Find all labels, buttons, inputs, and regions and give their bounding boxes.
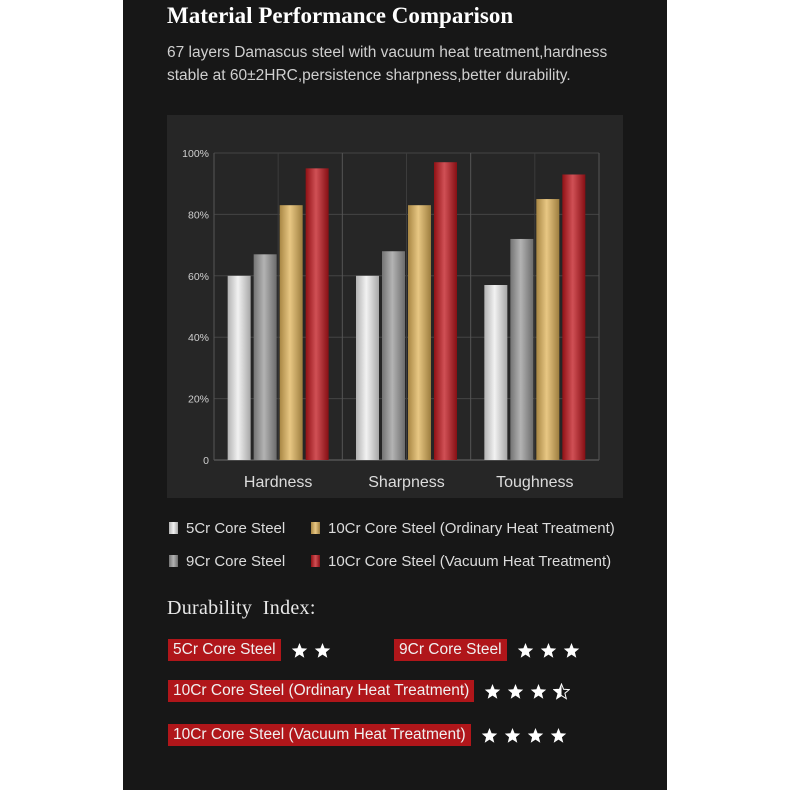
- star-icon: [540, 642, 556, 658]
- bar-toughness-1: [484, 285, 508, 460]
- legend-item-9cr: 9Cr Core Steel: [169, 551, 285, 571]
- star-icon: [314, 642, 330, 658]
- durability-label: 9Cr Core Steel: [394, 639, 507, 661]
- y-tick-label: 100%: [182, 148, 209, 160]
- star-rating: [481, 727, 573, 744]
- legend-item-5cr: 5Cr Core Steel: [169, 518, 285, 538]
- legend-item-10cr-ordinary: 10Cr Core Steel (Ordinary Heat Treatment…: [311, 518, 615, 538]
- y-tick-label: 40%: [188, 332, 209, 344]
- star-icon: [291, 642, 307, 658]
- legend-label: 5Cr Core Steel: [186, 519, 286, 537]
- bar-sharpness-1: [356, 275, 379, 460]
- durability-row-10cr-ordinary: 10Cr Core Steel (Ordinary Heat Treatment…: [168, 680, 576, 702]
- durability-row-10cr-vacuum: 10Cr Core Steel (Vacuum Heat Treatment): [168, 724, 573, 746]
- star-icon: [563, 642, 579, 658]
- legend-swatch: [169, 522, 178, 534]
- star-icon: [508, 683, 524, 699]
- legend-label: 9Cr Core Steel: [186, 552, 286, 570]
- durability-label: 10Cr Core Steel (Ordinary Heat Treatment…: [168, 680, 475, 702]
- star-icon: [504, 727, 520, 743]
- durability-row-9cr: 9Cr Core Steel: [394, 639, 586, 661]
- bar-chart: 0 20% 40% 60% 80% 100% Hardness Sharpness Toughn…: [182, 148, 600, 491]
- x-tick-label: Hardness: [244, 474, 312, 491]
- star-icon: [550, 727, 566, 743]
- star-rating: [291, 642, 337, 659]
- product-panel: Material Performance Comparison 67 layer…: [123, 0, 667, 790]
- page-title: Material Performance Comparison: [167, 3, 514, 28]
- star-rating: [484, 682, 576, 700]
- star-icon: [481, 727, 497, 743]
- durability-title: Durability Index:: [167, 597, 316, 619]
- page-subtitle: 67 layers Damascus steel with vacuum hea…: [167, 44, 608, 84]
- x-tick-label: Sharpness: [368, 474, 445, 491]
- bar-hardness-2: [253, 254, 277, 460]
- legend-swatch: [311, 555, 320, 567]
- bar-hardness-3: [279, 205, 303, 460]
- legend-label: 10Cr Core Steel (Ordinary Heat Treatment…: [328, 519, 615, 537]
- durability-label: 10Cr Core Steel (Vacuum Heat Treatment): [168, 724, 471, 746]
- bar-sharpness-3: [408, 205, 431, 460]
- bar-hardness-1: [227, 275, 251, 460]
- bar-sharpness-4: [434, 162, 457, 460]
- bar-toughness-4: [562, 174, 586, 461]
- y-tick-label: 20%: [188, 394, 209, 406]
- half-star-icon: [553, 682, 571, 700]
- bar-toughness-3: [536, 199, 560, 461]
- star-icon: [527, 727, 543, 743]
- chart-area: 0 20% 40% 60% 80% 100% Hardness Sharpness Toughn…: [167, 115, 623, 498]
- y-tick-label: 80%: [188, 209, 209, 221]
- y-tick-label: 60%: [188, 271, 209, 283]
- star-icon: [531, 683, 547, 699]
- bar-toughness-2: [510, 238, 534, 460]
- durability-row-5cr: 5Cr Core Steel: [168, 639, 337, 661]
- bar-hardness-4: [305, 168, 329, 460]
- star-icon: [517, 642, 533, 658]
- star-rating: [517, 642, 586, 659]
- legend-item-10cr-vacuum: 10Cr Core Steel (Vacuum Heat Treatment): [311, 551, 611, 571]
- x-tick-label: Toughness: [496, 474, 573, 491]
- star-icon: [485, 683, 501, 699]
- legend-swatch: [311, 522, 320, 534]
- legend-swatch: [169, 555, 178, 567]
- legend-label: 10Cr Core Steel (Vacuum Heat Treatment): [328, 552, 612, 570]
- durability-label: 5Cr Core Steel: [168, 639, 281, 661]
- bar-sharpness-2: [382, 251, 405, 460]
- y-tick-label: 0: [203, 455, 209, 467]
